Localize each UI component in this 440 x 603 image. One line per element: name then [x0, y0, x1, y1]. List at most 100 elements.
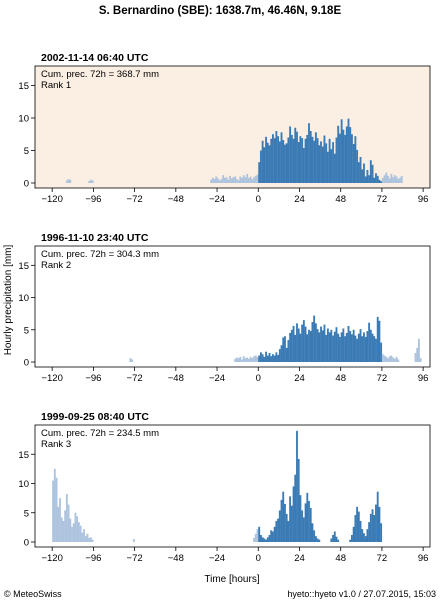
- x-tick-label: 0: [256, 194, 261, 205]
- precip-bar: [369, 329, 372, 362]
- precip-bar: [308, 501, 310, 542]
- precip-bar: [369, 160, 372, 183]
- x-tick-label: −24: [209, 553, 225, 564]
- context-precip-bar: [393, 175, 396, 183]
- context-precip-bar: [246, 357, 249, 362]
- precip-bar: [373, 177, 376, 183]
- precip-bar: [297, 328, 300, 362]
- x-tick-label: −120: [41, 194, 62, 205]
- context-precip-bar: [249, 356, 252, 362]
- precip-bar: [352, 526, 355, 542]
- context-precip-bar: [234, 176, 237, 183]
- precip-bar: [321, 330, 324, 362]
- precip-bar: [318, 539, 321, 542]
- precip-bar: [285, 513, 288, 542]
- precip-bar: [332, 142, 334, 183]
- y-tick-label: 0: [24, 179, 29, 190]
- context-precip-bar: [239, 356, 242, 362]
- context-precip-bar: [79, 525, 82, 542]
- precip-bar: [294, 474, 297, 542]
- context-precip-bar: [230, 178, 233, 183]
- context-precip-bar: [387, 358, 389, 362]
- precip-bar: [357, 511, 360, 542]
- precip-bar: [333, 153, 336, 183]
- precip-bar: [263, 356, 266, 362]
- context-precip-bar: [53, 468, 56, 542]
- context-precip-bar: [395, 176, 398, 183]
- precip-bar: [345, 126, 348, 183]
- precip-bar: [277, 354, 280, 362]
- precip-bar: [275, 520, 278, 542]
- precip-bar: [287, 520, 290, 542]
- context-precip-bar: [254, 175, 257, 183]
- precip-bar: [313, 530, 316, 542]
- precip-bar: [290, 505, 293, 542]
- context-precip-bar: [57, 506, 60, 542]
- context-precip-bar: [222, 175, 225, 183]
- precip-bar: [270, 356, 273, 362]
- precip-bar: [337, 333, 340, 362]
- context-precip-bar: [220, 179, 223, 183]
- context-precip-bar: [129, 358, 132, 362]
- precip-bar: [261, 140, 264, 183]
- x-tick-label: 72: [377, 194, 388, 205]
- precip-bar: [354, 515, 357, 542]
- context-precip-bar: [253, 356, 255, 362]
- precip-bar: [337, 125, 340, 183]
- context-precip-bar: [232, 177, 235, 183]
- precip-bar: [268, 352, 271, 362]
- precip-bar: [287, 137, 290, 183]
- precip-bar: [306, 492, 309, 542]
- context-precip-bar: [253, 177, 255, 183]
- precip-bar: [301, 324, 304, 362]
- precip-bar: [289, 333, 292, 362]
- context-precip-bar: [131, 359, 134, 362]
- y-tick-label: 10: [18, 114, 29, 125]
- context-precip-bar: [69, 179, 72, 183]
- y-tick-label: 15: [18, 81, 29, 92]
- panel-2: 1996-11-10 23:40 UTC Cum. prec. 72h = 304…: [18, 232, 431, 384]
- context-precip-bar: [241, 359, 243, 362]
- precip-bar: [258, 526, 261, 542]
- x-tick-label: 0: [256, 553, 261, 564]
- precip-bar: [311, 136, 314, 183]
- context-precip-bar: [242, 175, 245, 183]
- precip-bar: [263, 538, 266, 542]
- context-precip-bar: [254, 533, 257, 542]
- precip-bar: [366, 331, 369, 362]
- precip-bar: [277, 518, 280, 542]
- context-precip-bar: [235, 357, 238, 362]
- y-tick-label: 0: [24, 358, 29, 369]
- precip-bar: [347, 325, 350, 362]
- precip-bar: [292, 486, 295, 542]
- precip-bar: [330, 149, 333, 183]
- context-precip-bar: [417, 338, 420, 362]
- precip-bar: [323, 135, 326, 183]
- context-precip-bar: [388, 178, 391, 183]
- x-tick-label: −72: [127, 373, 143, 384]
- context-precip-bar: [229, 175, 231, 183]
- context-precip-bar: [83, 529, 85, 542]
- precip-bar: [272, 354, 274, 362]
- context-precip-bar: [241, 177, 243, 183]
- precip-bar: [333, 331, 336, 362]
- precip-bar: [297, 142, 300, 183]
- precip-bar: [368, 175, 371, 183]
- context-precip-bar: [385, 356, 388, 362]
- precip-bar: [302, 147, 305, 183]
- context-precip-bar: [86, 533, 89, 542]
- precip-bar: [326, 151, 329, 183]
- precip-bar: [361, 336, 364, 362]
- x-tick-label: 96: [418, 373, 429, 384]
- precip-bar: [313, 140, 316, 183]
- context-precip-bar: [254, 355, 257, 362]
- precip-bar: [309, 331, 312, 362]
- context-precip-bar: [88, 181, 91, 183]
- precip-bar: [378, 320, 381, 362]
- x-tick-label: 72: [377, 553, 388, 564]
- cum-prec-annotation: Cum. prec. 72h = 368.7 mm: [41, 69, 159, 80]
- precip-bar: [275, 352, 278, 362]
- x-tick-label: −48: [168, 553, 184, 564]
- precip-bar: [273, 355, 276, 362]
- precip-bar: [306, 334, 309, 362]
